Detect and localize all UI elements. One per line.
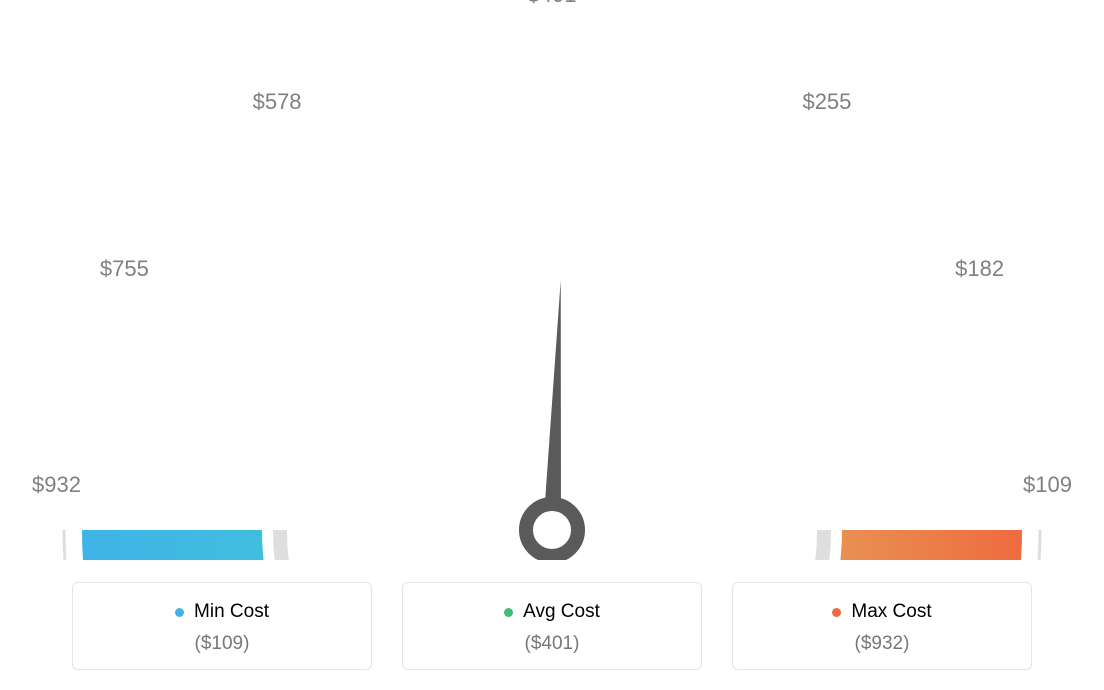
legend-row: Min Cost ($109) Avg Cost ($401) Max Cost… <box>0 582 1104 670</box>
scale-label: $401 <box>528 0 577 8</box>
legend-value-min: ($109) <box>73 633 371 655</box>
legend-value-avg: ($401) <box>403 633 701 655</box>
legend-card-min: Min Cost ($109) <box>72 582 372 670</box>
legend-card-avg: Avg Cost ($401) <box>402 582 702 670</box>
scale-label: $755 <box>100 256 149 282</box>
scale-label: $932 <box>32 472 81 498</box>
legend-dot-min <box>175 608 184 617</box>
legend-dot-avg <box>504 608 513 617</box>
gauge-svg <box>0 0 1104 560</box>
legend-dot-max <box>832 608 841 617</box>
legend-label-avg: Avg Cost <box>523 601 600 623</box>
legend-label-min: Min Cost <box>194 601 269 623</box>
gauge-area: $109 $182 $255 $401 $578 $755 $932 <box>0 0 1104 560</box>
legend-card-max: Max Cost ($932) <box>732 582 1032 670</box>
legend-title-avg: Avg Cost <box>403 601 701 623</box>
legend-title-min: Min Cost <box>73 601 371 623</box>
scale-label: $109 <box>1023 472 1072 498</box>
legend-value-max: ($932) <box>733 633 1031 655</box>
legend-label-max: Max Cost <box>851 601 931 623</box>
scale-label: $255 <box>802 89 851 115</box>
scale-label: $182 <box>955 256 1004 282</box>
scale-label: $578 <box>253 89 302 115</box>
legend-title-max: Max Cost <box>733 601 1031 623</box>
cost-gauge-chart: $109 $182 $255 $401 $578 $755 $932 Min Cost ($… <box>0 0 1104 690</box>
